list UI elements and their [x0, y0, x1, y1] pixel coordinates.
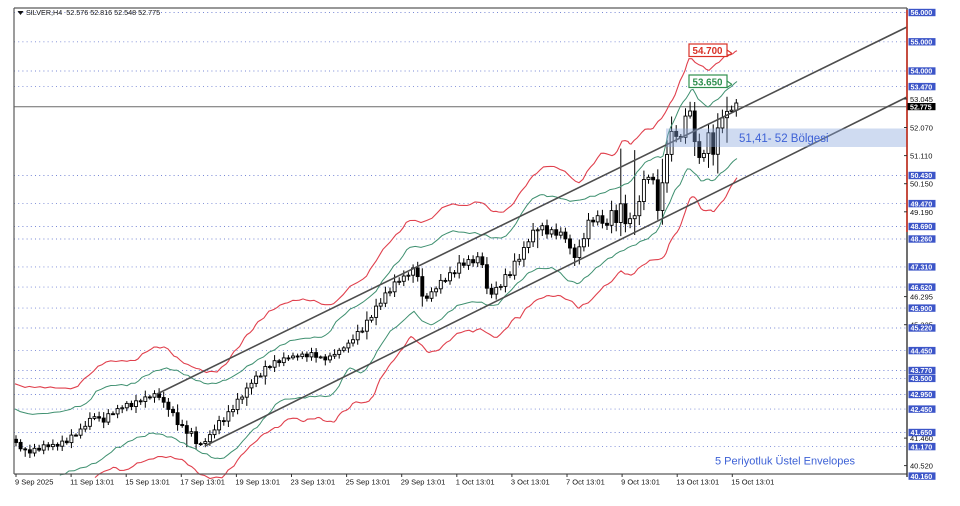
svg-text:9 Sep 2025: 9 Sep 2025: [15, 478, 53, 487]
svg-text:53.650: 53.650: [693, 77, 724, 88]
svg-text:55.000: 55.000: [911, 39, 933, 47]
svg-text:42.950: 42.950: [911, 391, 933, 399]
svg-text:15 Sep 13:01: 15 Sep 13:01: [125, 478, 170, 487]
svg-text:11 Sep 13:01: 11 Sep 13:01: [70, 478, 114, 487]
svg-text:42.450: 42.450: [911, 406, 933, 414]
svg-text:40.520: 40.520: [910, 462, 933, 471]
svg-text:49.190: 49.190: [910, 208, 933, 217]
svg-text:50.150: 50.150: [910, 180, 933, 189]
svg-text:53.470: 53.470: [911, 83, 933, 91]
svg-text:50.430: 50.430: [911, 172, 933, 180]
svg-text:23 Sep 13:01: 23 Sep 13:01: [291, 478, 336, 487]
svg-text:40.160: 40.160: [911, 473, 933, 481]
svg-text:51.110: 51.110: [910, 152, 932, 161]
svg-text:52.070: 52.070: [910, 124, 933, 133]
svg-text:SILVER,H4 52.576 52.816 52.54: SILVER,H4 52.576 52.816 52.548 52.775: [26, 8, 160, 17]
svg-text:45.900: 45.900: [911, 305, 933, 313]
svg-text:9 Oct 13:01: 9 Oct 13:01: [621, 478, 660, 487]
svg-text:43.500: 43.500: [911, 375, 933, 383]
svg-text:17 Sep 13:01: 17 Sep 13:01: [180, 478, 225, 487]
svg-text:47.310: 47.310: [911, 264, 933, 272]
svg-text:46.295: 46.295: [910, 293, 933, 302]
svg-text:45.220: 45.220: [911, 325, 933, 333]
svg-text:51,41- 52 Bölgesi: 51,41- 52 Bölgesi: [739, 133, 829, 145]
svg-text:41.650: 41.650: [911, 429, 933, 437]
svg-text:43.770: 43.770: [911, 367, 933, 375]
svg-text:54.000: 54.000: [911, 68, 933, 76]
svg-text:44.450: 44.450: [911, 347, 933, 355]
svg-text:41.170: 41.170: [911, 443, 933, 451]
svg-text:13 Oct 13:01: 13 Oct 13:01: [676, 478, 719, 487]
svg-text:7 Oct 13:01: 7 Oct 13:01: [566, 478, 605, 487]
svg-text:56.000: 56.000: [911, 9, 933, 17]
svg-text:3 Oct 13:01: 3 Oct 13:01: [511, 478, 550, 487]
svg-text:48.260: 48.260: [911, 236, 933, 244]
svg-text:1 Oct 13:01: 1 Oct 13:01: [456, 478, 495, 487]
svg-text:46.620: 46.620: [911, 284, 933, 292]
svg-text:25 Sep 13:01: 25 Sep 13:01: [346, 478, 391, 487]
svg-text:52.775: 52.775: [910, 103, 932, 111]
svg-text:5 Periyotluk Üstel Envelopes: 5 Periyotluk Üstel Envelopes: [715, 456, 856, 468]
svg-text:29 Sep 13:01: 29 Sep 13:01: [401, 478, 446, 487]
svg-text:49.470: 49.470: [911, 200, 933, 208]
svg-text:41.460: 41.460: [910, 434, 933, 443]
svg-text:15 Oct 13:01: 15 Oct 13:01: [731, 478, 774, 487]
svg-text:48.690: 48.690: [911, 223, 933, 231]
svg-text:53.045: 53.045: [910, 95, 933, 104]
svg-text:54.700: 54.700: [693, 46, 724, 57]
svg-text:19 Sep 13:01: 19 Sep 13:01: [235, 478, 280, 487]
